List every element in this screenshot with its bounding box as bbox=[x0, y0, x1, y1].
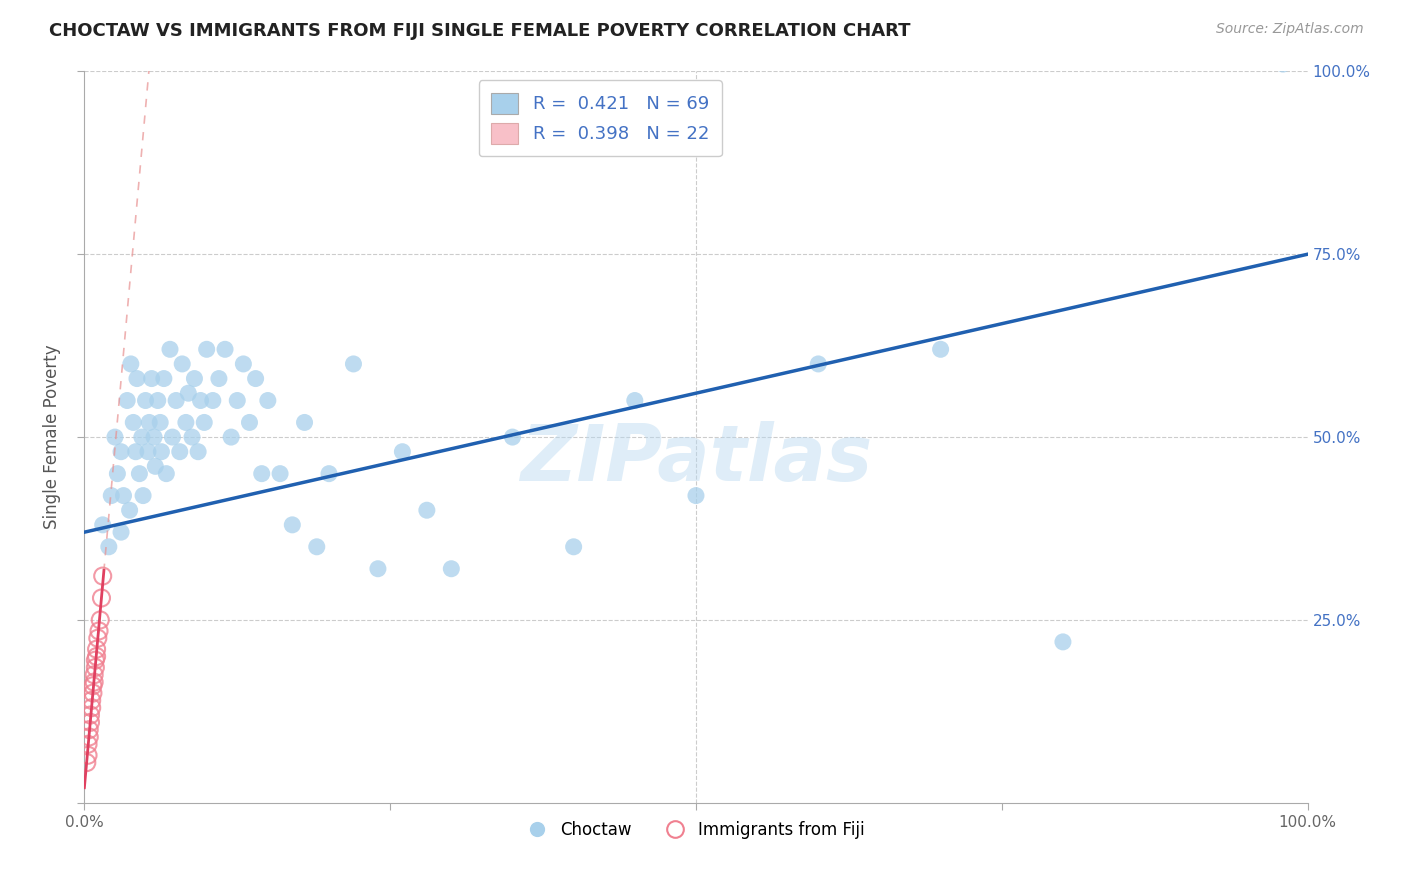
Text: ZIPatlas: ZIPatlas bbox=[520, 421, 872, 497]
Y-axis label: Single Female Poverty: Single Female Poverty bbox=[44, 345, 62, 529]
Point bbox=[77, 723, 100, 737]
Point bbox=[208, 371, 231, 385]
Point bbox=[257, 393, 280, 408]
Point bbox=[169, 444, 191, 458]
Point bbox=[83, 667, 105, 681]
Point bbox=[624, 393, 647, 408]
Point bbox=[174, 416, 197, 430]
Point bbox=[115, 393, 138, 408]
Point bbox=[79, 715, 101, 730]
Point bbox=[214, 343, 236, 357]
Point bbox=[193, 416, 215, 430]
Point bbox=[181, 430, 204, 444]
Point bbox=[294, 416, 316, 430]
Text: CHOCTAW VS IMMIGRANTS FROM FIJI SINGLE FEMALE POVERTY CORRELATION CHART: CHOCTAW VS IMMIGRANTS FROM FIJI SINGLE F… bbox=[49, 22, 911, 40]
Point bbox=[135, 393, 157, 408]
Point bbox=[84, 660, 107, 674]
Point bbox=[77, 730, 100, 744]
Point bbox=[82, 679, 104, 693]
Point bbox=[172, 357, 194, 371]
Point bbox=[138, 416, 160, 430]
Point bbox=[367, 562, 389, 576]
Point bbox=[305, 540, 328, 554]
Point bbox=[110, 525, 132, 540]
Point bbox=[155, 467, 177, 481]
Point bbox=[190, 393, 212, 408]
Point bbox=[1272, 57, 1295, 71]
Point bbox=[269, 467, 291, 481]
Point bbox=[91, 569, 114, 583]
Text: Source: ZipAtlas.com: Source: ZipAtlas.com bbox=[1216, 22, 1364, 37]
Point bbox=[318, 467, 340, 481]
Point bbox=[125, 444, 148, 458]
Point bbox=[86, 642, 108, 657]
Point bbox=[807, 357, 830, 371]
Point bbox=[929, 343, 952, 357]
Point bbox=[143, 459, 166, 474]
Point bbox=[238, 416, 260, 430]
Point bbox=[132, 489, 155, 503]
Point bbox=[100, 489, 122, 503]
Point bbox=[440, 562, 463, 576]
Point bbox=[143, 430, 166, 444]
Point bbox=[177, 386, 200, 401]
Point bbox=[87, 624, 110, 638]
Point bbox=[82, 686, 104, 700]
Point bbox=[79, 708, 101, 723]
Point bbox=[219, 430, 242, 444]
Point bbox=[112, 489, 135, 503]
Point bbox=[502, 430, 524, 444]
Point bbox=[77, 748, 100, 763]
Point bbox=[232, 357, 254, 371]
Point bbox=[83, 675, 105, 690]
Point bbox=[391, 444, 413, 458]
Point bbox=[416, 503, 439, 517]
Point bbox=[281, 517, 304, 532]
Point bbox=[146, 393, 169, 408]
Point bbox=[141, 371, 163, 385]
Point bbox=[131, 430, 153, 444]
Point bbox=[77, 737, 100, 751]
Point bbox=[250, 467, 273, 481]
Point bbox=[562, 540, 585, 554]
Point bbox=[128, 467, 150, 481]
Point bbox=[183, 371, 205, 385]
Point bbox=[187, 444, 209, 458]
Point bbox=[90, 591, 112, 605]
Point bbox=[110, 444, 132, 458]
Point bbox=[685, 489, 707, 503]
Point bbox=[162, 430, 184, 444]
Point bbox=[104, 430, 127, 444]
Point bbox=[149, 416, 172, 430]
Point bbox=[153, 371, 176, 385]
Point bbox=[159, 343, 181, 357]
Point bbox=[226, 393, 249, 408]
Point bbox=[76, 756, 98, 770]
Point bbox=[122, 416, 145, 430]
Legend: Choctaw, Immigrants from Fiji: Choctaw, Immigrants from Fiji bbox=[520, 814, 872, 846]
Point bbox=[86, 649, 108, 664]
Point bbox=[150, 444, 173, 458]
Point bbox=[80, 693, 103, 707]
Point bbox=[201, 393, 224, 408]
Point bbox=[89, 613, 111, 627]
Point bbox=[87, 632, 110, 646]
Point bbox=[80, 700, 103, 714]
Point bbox=[136, 444, 159, 458]
Point bbox=[245, 371, 267, 385]
Point bbox=[165, 393, 187, 408]
Point bbox=[118, 503, 141, 517]
Point bbox=[125, 371, 148, 385]
Point bbox=[91, 517, 114, 532]
Point bbox=[120, 357, 142, 371]
Point bbox=[1052, 635, 1074, 649]
Point bbox=[105, 467, 128, 481]
Point bbox=[342, 357, 364, 371]
Point bbox=[84, 653, 107, 667]
Point bbox=[97, 540, 120, 554]
Point bbox=[195, 343, 218, 357]
